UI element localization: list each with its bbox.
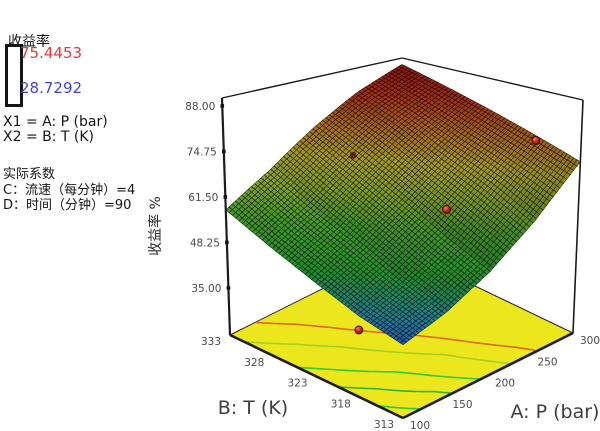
y-tick-label: 328 xyxy=(244,357,264,369)
z-tick-label: 48.25 xyxy=(190,237,220,249)
contour-line xyxy=(376,404,423,410)
design-points xyxy=(349,136,541,335)
factor-x1-label: X1 = A: P (bar) xyxy=(3,114,108,130)
design-point xyxy=(354,325,364,335)
actual-factor-d: D：时间（分钟）=90 xyxy=(3,198,132,213)
actual-factors-title: 实际系数 xyxy=(3,167,56,182)
z-axis-title: 收益率 % xyxy=(147,196,164,256)
legend-max-value: 75.4453 xyxy=(20,44,83,62)
x-tick-label: 250 xyxy=(537,356,557,368)
y-axis-title: B: T (K) xyxy=(218,397,288,419)
y-tick-label: 323 xyxy=(287,378,307,390)
factor-x2-label: X2 = B: T (K) xyxy=(3,129,95,145)
z-tick-mark xyxy=(223,195,228,199)
x-tick-label: 150 xyxy=(452,399,472,411)
design-point-dim xyxy=(349,151,357,159)
axis-tick-labels: 88.00 74.75 61.50 48.25 35.00 333 328 323 318 313… xyxy=(185,101,600,431)
surface-mesh xyxy=(225,64,581,346)
actual-factor-c: C：流速（每分钟）=4 xyxy=(3,183,136,198)
z-tick-label: 88.00 xyxy=(185,101,215,113)
contour-line xyxy=(243,340,512,365)
y-tick-label: 318 xyxy=(331,398,351,410)
x-axis-title: A: P (bar) xyxy=(511,401,600,423)
z-tick-label: 61.50 xyxy=(188,192,218,204)
z-tick-label: 35.00 xyxy=(191,283,221,295)
z-tick-mark xyxy=(222,149,226,154)
y-tick-label: 313 xyxy=(374,419,394,431)
x-tick-label: 300 xyxy=(580,335,600,347)
z-tick-mark xyxy=(225,240,229,245)
z-tick-mark xyxy=(226,286,231,290)
z-tick-label: 74.75 xyxy=(187,146,217,158)
design-point xyxy=(442,205,452,214)
z-tick-mark xyxy=(220,104,225,108)
legend-colorbar xyxy=(5,44,23,107)
generated-plot-layers: 88.00 74.75 61.50 48.25 35.00 333 328 323 318 313… xyxy=(185,57,600,431)
x-tick-label: 100 xyxy=(410,420,430,431)
plot-box-edges xyxy=(220,57,584,420)
contour-line xyxy=(296,366,482,380)
contour-line xyxy=(337,386,451,394)
legend-min-value: 28.7292 xyxy=(20,79,83,97)
y-tick-label: 333 xyxy=(201,336,221,348)
x-tick-label: 200 xyxy=(495,378,515,390)
design-point xyxy=(531,136,541,145)
